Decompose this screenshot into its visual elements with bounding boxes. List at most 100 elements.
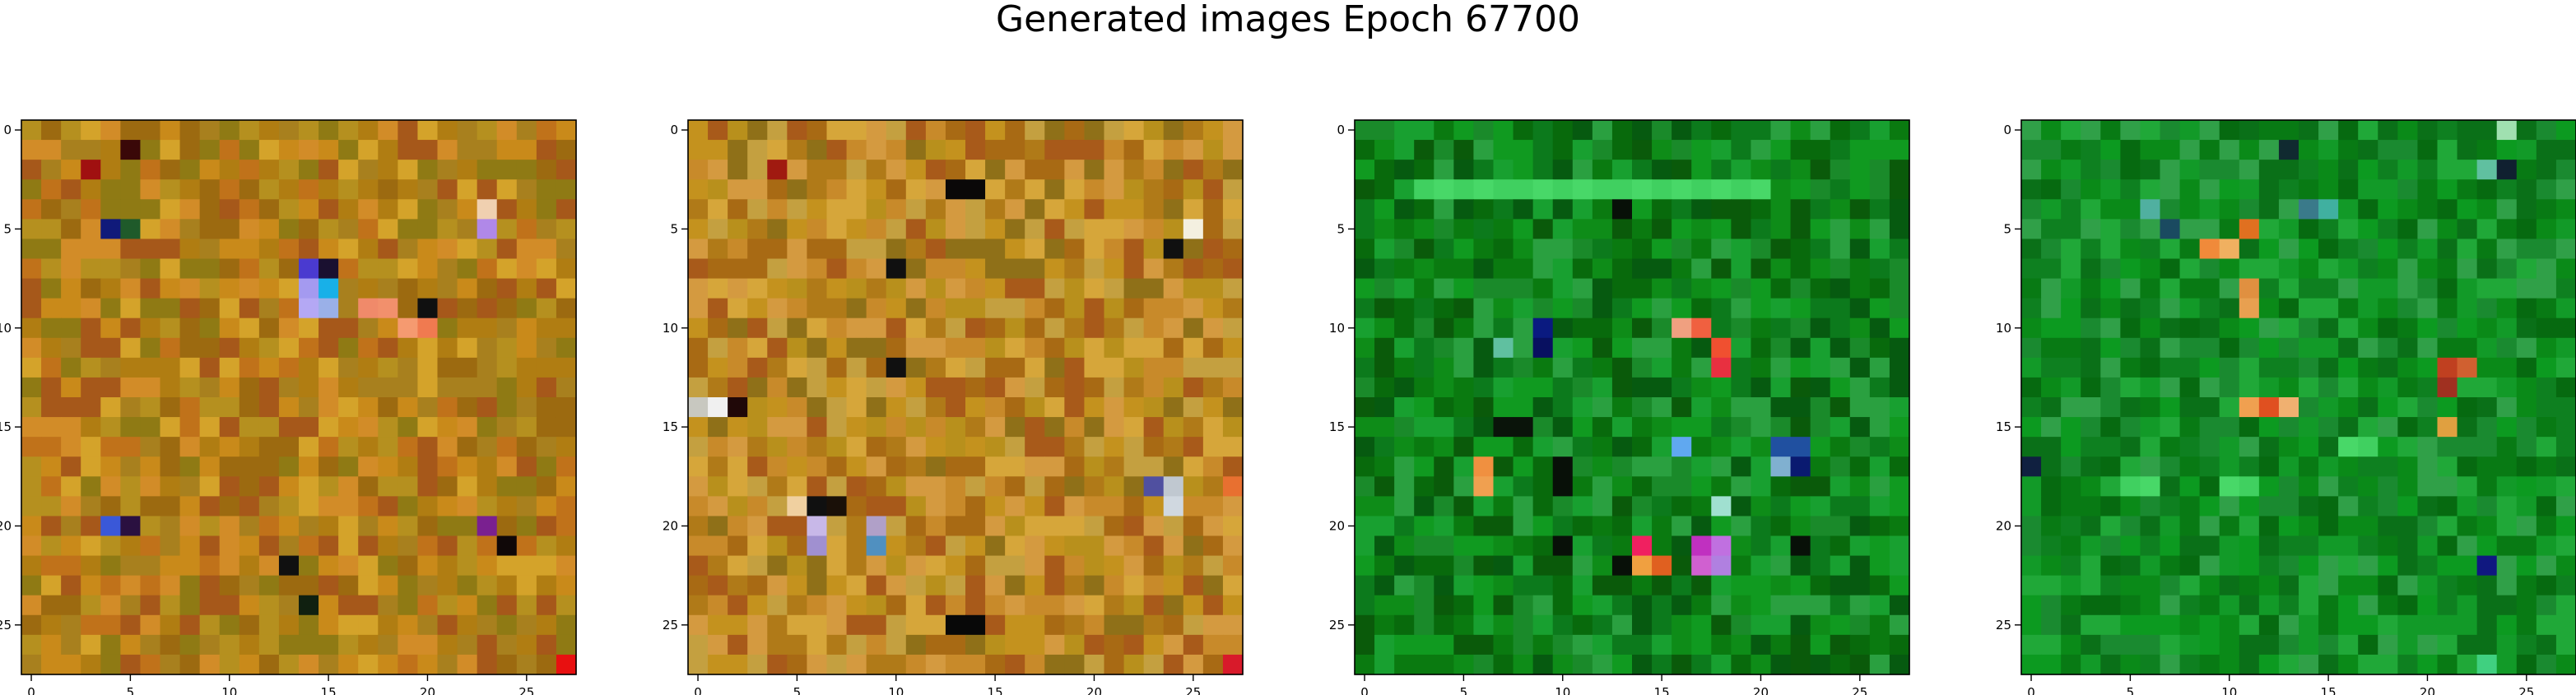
pixel-cell xyxy=(1183,535,1204,557)
pixel-cell xyxy=(1434,179,1454,200)
pixel-cell xyxy=(1434,199,1454,220)
pixel-cell xyxy=(398,298,419,319)
pixel-cell xyxy=(2160,437,2181,457)
pixel-cell xyxy=(2081,496,2101,517)
pixel-cell xyxy=(985,120,1006,141)
pixel-cell xyxy=(477,179,498,200)
pixel-cell xyxy=(219,160,240,180)
pixel-cell xyxy=(2358,278,2378,299)
pixel-cell xyxy=(258,516,280,537)
pixel-cell xyxy=(2160,179,2181,200)
pixel-cell xyxy=(2496,634,2518,656)
pixel-cell xyxy=(1592,219,1613,240)
pixel-cell xyxy=(1632,575,1653,596)
pixel-cell xyxy=(2338,516,2359,537)
pixel-cell xyxy=(1143,377,1165,398)
pixel-cell xyxy=(807,357,828,378)
pixel-cell xyxy=(2397,535,2419,557)
pixel-cell xyxy=(985,317,1006,339)
pixel-cell xyxy=(1025,219,1045,240)
pixel-cell xyxy=(1064,377,1086,398)
pixel-cell xyxy=(2378,456,2398,477)
pixel-cell xyxy=(807,575,828,596)
pixel-cell xyxy=(199,516,221,537)
pixel-cell xyxy=(747,317,768,339)
pixel-cell xyxy=(2100,516,2121,537)
pixel-cell xyxy=(1044,258,1065,280)
pixel-cell xyxy=(2318,179,2339,200)
pixel-cell xyxy=(496,239,518,260)
pixel-cell xyxy=(299,120,319,141)
pixel-cell xyxy=(319,357,339,378)
pixel-cell xyxy=(140,595,161,616)
pixel-cell xyxy=(905,397,927,418)
pixel-cell xyxy=(199,160,221,180)
pixel-cell xyxy=(398,654,419,675)
pixel-cell xyxy=(965,298,986,319)
pixel-cell xyxy=(708,476,728,497)
pixel-cell xyxy=(536,298,557,319)
pixel-cell xyxy=(1064,160,1086,180)
pixel-cell xyxy=(2358,397,2378,418)
pixel-cell xyxy=(1830,654,1851,675)
pixel-cell xyxy=(2516,575,2537,596)
pixel-cell xyxy=(905,575,927,596)
pixel-cell xyxy=(41,278,62,299)
pixel-cell xyxy=(1632,595,1653,616)
pixel-cell xyxy=(1064,239,1086,260)
pixel-cell xyxy=(81,317,101,339)
pixel-cell xyxy=(2299,278,2319,299)
pixel-cell xyxy=(886,298,907,319)
pixel-cell xyxy=(2140,357,2161,378)
pixel-cell xyxy=(905,555,927,577)
pixel-cell xyxy=(688,298,709,319)
pixel-cell xyxy=(1453,595,1475,616)
pixel-cell xyxy=(1513,634,1534,656)
pixel-cell xyxy=(1751,417,1772,438)
pixel-cell xyxy=(1374,219,1395,240)
pixel-cell xyxy=(688,219,709,240)
pixel-cell xyxy=(1731,595,1752,616)
pixel-cell xyxy=(1592,140,1613,160)
pixel-cell xyxy=(1453,140,1475,160)
pixel-cell xyxy=(536,476,557,497)
pixel-cell xyxy=(179,555,201,577)
pixel-cell xyxy=(767,120,788,141)
pixel-cell xyxy=(398,219,419,240)
pixel-cell xyxy=(278,397,300,418)
pixel-cell xyxy=(21,357,42,378)
pixel-cell xyxy=(1414,120,1434,141)
pixel-cell xyxy=(457,575,478,596)
pixel-cell xyxy=(2041,437,2062,457)
pixel-cell xyxy=(2496,516,2518,537)
pixel-cell xyxy=(886,575,907,596)
pixel-cell xyxy=(258,337,280,359)
pixel-cell xyxy=(1005,199,1025,220)
pixel-cell xyxy=(21,476,42,497)
pixel-cell xyxy=(866,337,887,359)
pixel-cell xyxy=(2258,456,2280,477)
pixel-cell xyxy=(2140,199,2161,220)
pixel-cell xyxy=(2555,377,2576,398)
pixel-cell xyxy=(2278,437,2299,457)
pixel-cell xyxy=(2219,595,2240,616)
pixel-cell xyxy=(1532,258,1554,280)
pixel-cell xyxy=(728,160,748,180)
pixel-cell xyxy=(1222,140,1244,160)
pixel-cell xyxy=(1849,239,1871,260)
pixel-cell xyxy=(807,278,828,299)
pixel-cell xyxy=(496,614,518,636)
pixel-cell xyxy=(378,298,398,319)
pixel-cell xyxy=(1592,595,1613,616)
pixel-cell xyxy=(239,357,260,378)
pixel-cell xyxy=(437,120,458,141)
pixel-cell xyxy=(866,575,887,596)
pixel-cell xyxy=(807,417,828,438)
pixel-cell xyxy=(2219,397,2240,418)
pixel-cell xyxy=(2397,575,2419,596)
pixel-cell xyxy=(21,317,42,339)
pixel-cell xyxy=(219,634,240,656)
pixel-cell xyxy=(1652,278,1672,299)
pixel-cell xyxy=(1572,535,1593,557)
pixel-cell xyxy=(1183,575,1204,596)
